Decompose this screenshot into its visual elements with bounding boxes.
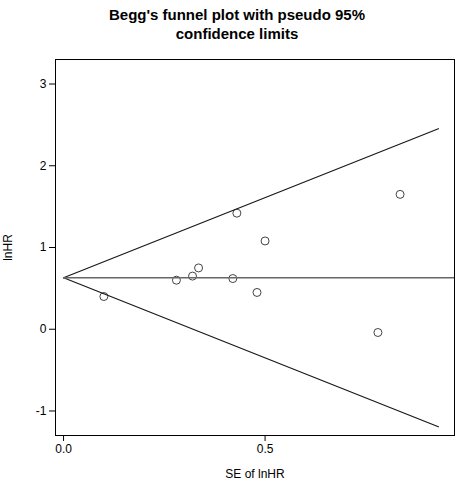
svg-text:0: 0 [40, 322, 47, 336]
svg-text:lnHR: lnHR [1, 233, 15, 260]
svg-text:SE of lnHR: SE of lnHR [225, 466, 285, 480]
svg-text:-1: -1 [36, 403, 47, 417]
svg-text:3: 3 [40, 76, 47, 90]
svg-text:1: 1 [40, 240, 47, 254]
svg-text:0.0: 0.0 [55, 442, 72, 456]
svg-text:0.5: 0.5 [257, 442, 274, 456]
html-text:Begg's funnel plot with pseudo: Begg's funnel plot with pseudo 95% confi… [109, 6, 365, 42]
svg-text:2: 2 [40, 158, 47, 172]
